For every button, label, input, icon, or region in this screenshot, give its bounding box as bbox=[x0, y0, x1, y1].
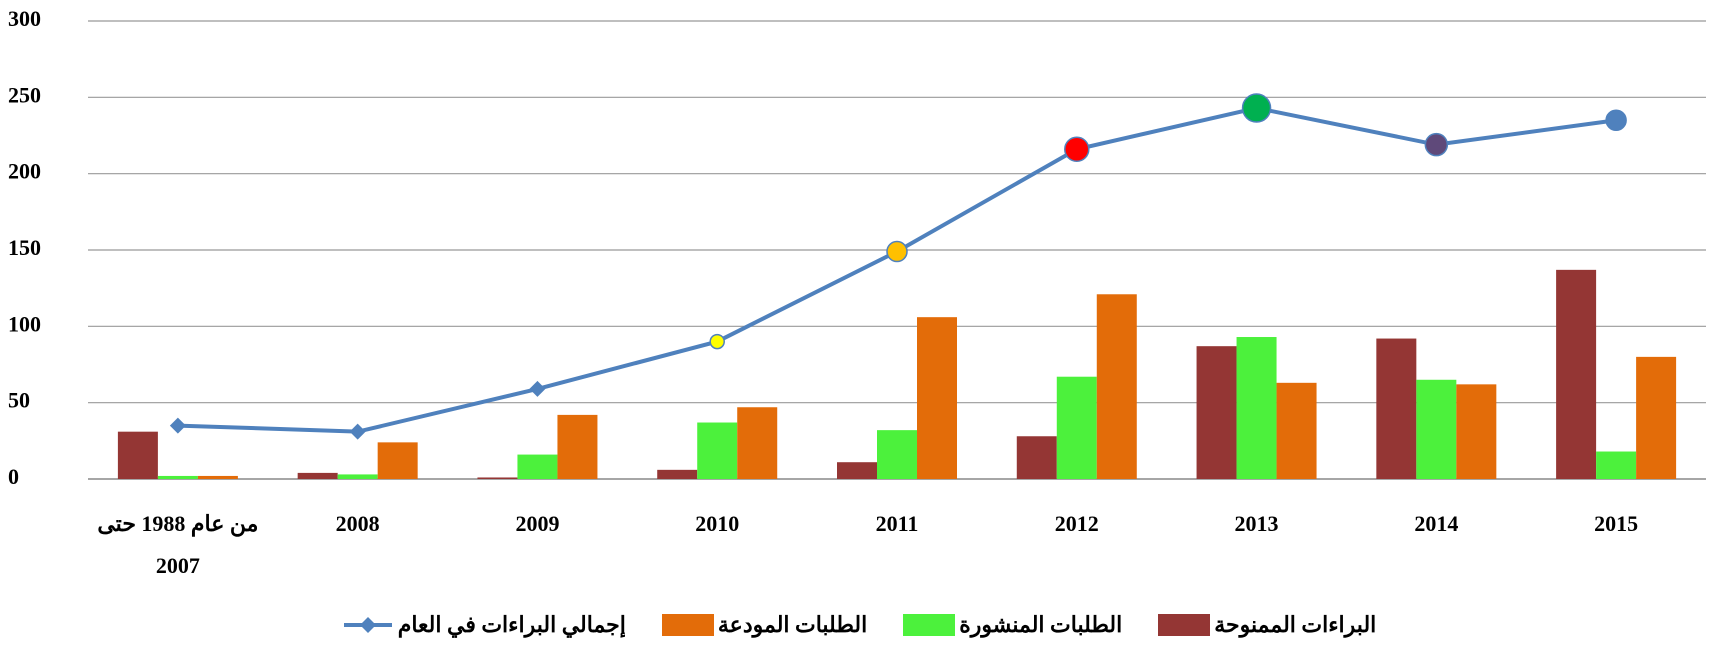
bar bbox=[917, 317, 957, 479]
bar bbox=[1196, 346, 1237, 479]
y-tick-label: 200 bbox=[8, 159, 41, 184]
x-tick-label-box: 2008 bbox=[335, 511, 380, 536]
x-tick-label-box: 2014 bbox=[1414, 511, 1459, 536]
marker bbox=[1064, 136, 1090, 162]
legend-item: الطلبات المنشورة bbox=[903, 612, 1122, 638]
bar bbox=[1096, 294, 1137, 479]
legend: إجمالي البراءات في العام الطلبات المودعة ا… bbox=[0, 612, 1718, 638]
bar bbox=[697, 422, 738, 479]
bar bbox=[1236, 337, 1277, 479]
marker bbox=[886, 240, 908, 263]
marker bbox=[349, 423, 366, 440]
bar bbox=[377, 442, 418, 479]
bar bbox=[297, 472, 338, 479]
marker bbox=[709, 333, 725, 350]
bar bbox=[1016, 436, 1057, 479]
bar bbox=[1056, 376, 1097, 479]
bar bbox=[737, 407, 778, 479]
marker bbox=[529, 380, 546, 397]
x-tick-label-box: 2012 bbox=[1054, 511, 1099, 536]
legend-swatch bbox=[1158, 614, 1211, 636]
marker bbox=[1605, 109, 1627, 131]
bar bbox=[837, 462, 877, 479]
y-tick-label: 0 bbox=[8, 464, 19, 489]
x-tick-label: 2013 bbox=[1234, 511, 1279, 536]
chart: 0 50 100 150 200 250 300 من عام 1988 حتى 2007 20… bbox=[8, 6, 1706, 578]
x-tick-label-box: 2009 bbox=[515, 511, 560, 536]
bar bbox=[1596, 451, 1637, 479]
bar bbox=[1416, 379, 1457, 479]
legend-label: البراءات الممنوحة bbox=[1214, 612, 1377, 637]
x-tick-label: 2009 bbox=[515, 511, 560, 536]
bar bbox=[657, 469, 698, 479]
x-tick-label: من عام 1988 حتى 2007 bbox=[97, 511, 259, 578]
y-tick-label: 300 bbox=[8, 6, 41, 31]
legend-item: الطلبات المودعة bbox=[661, 612, 868, 638]
legend-label: إجمالي البراءات في العام bbox=[397, 612, 626, 637]
bar bbox=[1636, 356, 1677, 479]
marker bbox=[169, 417, 186, 434]
x-tick-label-box: 2011 bbox=[875, 511, 919, 536]
legend-label: الطلبات المودعة bbox=[717, 612, 868, 637]
legend-swatch bbox=[903, 614, 956, 636]
x-tick-label-box: من عام 1988 حتى 2007 bbox=[97, 511, 259, 578]
y-tick-label: 150 bbox=[8, 235, 41, 260]
x-tick-label: 2014 bbox=[1414, 511, 1459, 536]
bar bbox=[337, 474, 378, 479]
marker bbox=[1241, 93, 1272, 123]
bar bbox=[197, 475, 238, 479]
legend-swatch bbox=[661, 614, 714, 636]
x-tick-label: 2010 bbox=[695, 511, 740, 536]
x-tick-label-box: 2013 bbox=[1234, 511, 1279, 536]
legend-swatch bbox=[343, 617, 392, 633]
legend-label: الطلبات المنشورة bbox=[959, 612, 1123, 637]
legend-marker bbox=[359, 617, 376, 633]
x-tick-label: 2012 bbox=[1054, 511, 1099, 536]
x-tick-label-box: 2010 bbox=[695, 511, 740, 536]
bar bbox=[477, 477, 518, 479]
bar bbox=[1456, 384, 1497, 479]
x-tick-label: 2011 bbox=[875, 511, 919, 536]
bar bbox=[1556, 269, 1597, 479]
bar bbox=[877, 430, 917, 479]
bar bbox=[1276, 382, 1317, 479]
x-tick-label: 2015 bbox=[1594, 511, 1639, 536]
bar bbox=[517, 454, 558, 479]
bar bbox=[157, 475, 198, 479]
legend-item: البراءات الممنوحة bbox=[1158, 612, 1376, 638]
y-tick-label: 250 bbox=[8, 82, 41, 107]
bar bbox=[117, 431, 158, 479]
y-tick-label: 100 bbox=[8, 311, 41, 336]
marker bbox=[1424, 132, 1449, 157]
legend-item: إجمالي البراءات في العام bbox=[342, 612, 626, 638]
y-tick-label: 50 bbox=[8, 388, 30, 413]
bar bbox=[557, 414, 598, 479]
bar bbox=[1376, 338, 1417, 479]
x-tick-label-box: 2015 bbox=[1594, 511, 1639, 536]
x-tick-label: 2008 bbox=[335, 511, 380, 536]
